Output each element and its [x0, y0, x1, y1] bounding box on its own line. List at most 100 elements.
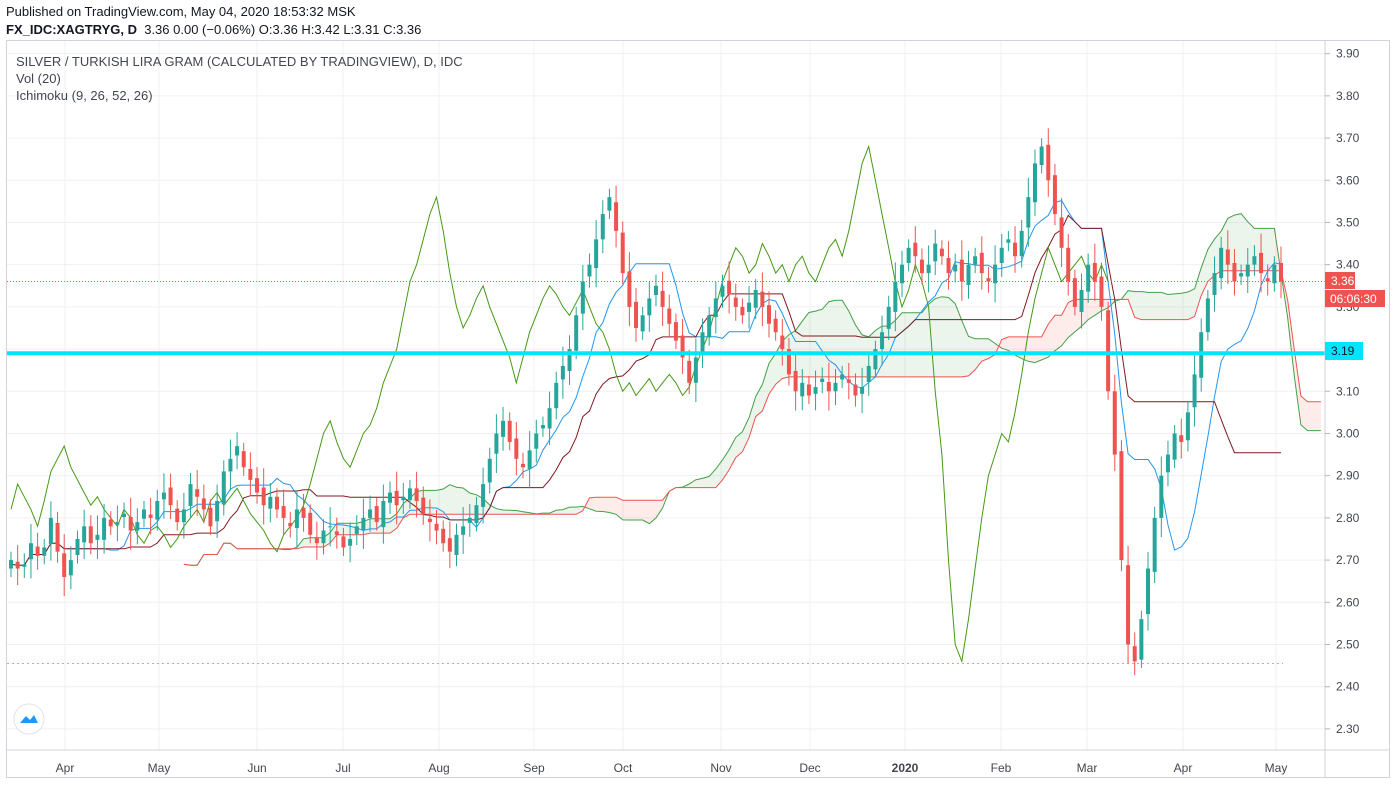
candle: [201, 484, 206, 524]
cloud-segment: [489, 505, 497, 515]
candle: [786, 337, 791, 386]
candle-body: [906, 247, 911, 263]
candle: [68, 546, 73, 590]
candle-body: [527, 450, 532, 469]
candle: [946, 241, 951, 290]
candle-body: [381, 501, 386, 528]
candle: [1112, 374, 1117, 472]
candle-body: [274, 496, 279, 510]
candle: [860, 367, 865, 414]
candle: [421, 486, 426, 525]
cloud-segment: [742, 417, 750, 452]
candle: [773, 310, 778, 341]
cloud-segment: [1088, 299, 1095, 320]
cloud-segment: [1061, 302, 1069, 346]
candle: [368, 495, 373, 532]
candle-body: [866, 365, 871, 382]
x-tick-label: Apr: [1174, 761, 1193, 775]
candle-body: [514, 438, 519, 459]
candle-body: [1052, 175, 1057, 215]
chart-frame[interactable]: 3.903.803.703.603.503.403.303.203.103.00…: [6, 40, 1390, 778]
price-axis[interactable]: 3.903.803.703.603.503.403.303.203.103.00…: [1325, 47, 1360, 736]
cloud-segment: [1001, 336, 1009, 351]
cloud-segment: [1300, 396, 1308, 431]
candle-body: [288, 522, 293, 527]
candle: [501, 406, 506, 451]
y-tick-label: 2.90: [1336, 469, 1360, 483]
cloud-segment: [1287, 299, 1295, 377]
candle: [919, 248, 924, 285]
cloud-segment: [762, 363, 770, 411]
candle-body: [481, 484, 486, 507]
candle-body: [1112, 391, 1117, 455]
candle-body: [1225, 249, 1230, 265]
candle: [274, 488, 279, 518]
candle-body: [1279, 262, 1283, 282]
cloud-segment: [562, 507, 570, 515]
legend-vol[interactable]: Vol (20): [16, 71, 61, 86]
candle: [913, 226, 918, 273]
candle-body: [294, 509, 299, 529]
y-tick-label: 3.70: [1336, 131, 1360, 145]
candle-body: [301, 507, 306, 518]
candle: [826, 362, 831, 411]
span-a-line: [183, 213, 1321, 566]
candle-body: [1185, 412, 1190, 441]
cloud-segment: [330, 523, 337, 544]
candle-body: [1013, 242, 1018, 257]
cloud-segment: [1174, 293, 1182, 320]
candle: [687, 349, 692, 394]
cloud-segment: [755, 384, 763, 417]
candle-body: [1026, 197, 1031, 228]
cloud-segment: [915, 312, 922, 377]
candle: [534, 419, 539, 463]
cloud-segment: [509, 510, 517, 515]
candle-body: [168, 487, 173, 506]
candle-body: [341, 536, 346, 548]
cloud-segment: [602, 497, 610, 513]
candle: [82, 509, 87, 559]
cloud-segment: [1008, 336, 1016, 356]
candle: [527, 431, 532, 489]
candle: [381, 484, 386, 544]
price-overlays: [7, 281, 1325, 664]
cloud-segment: [370, 518, 377, 534]
candle: [620, 221, 625, 285]
candle-body: [713, 298, 718, 318]
cloud-segment: [1034, 336, 1042, 363]
candle: [760, 272, 765, 327]
candle: [328, 507, 333, 547]
candle: [1219, 236, 1224, 290]
candle: [1119, 440, 1124, 572]
cloud-segment: [323, 532, 331, 548]
candle-body: [993, 264, 998, 284]
candle: [208, 499, 213, 535]
candle: [314, 521, 319, 560]
legend-ichimoku[interactable]: Ichimoku (9, 26, 52, 26): [16, 88, 153, 103]
cloud-segment: [429, 490, 437, 515]
candle: [813, 370, 818, 411]
candle-body: [860, 387, 865, 394]
cloud-segment: [835, 300, 843, 377]
candle-body: [653, 285, 658, 296]
candle-body: [1106, 310, 1111, 392]
candle-body: [873, 349, 878, 370]
candle-body: [913, 242, 918, 257]
candle: [979, 236, 984, 290]
candle-body: [507, 420, 512, 442]
candle: [554, 371, 559, 420]
candle-body: [1219, 247, 1224, 279]
cloud-segment: [303, 537, 311, 548]
candle: [55, 511, 60, 563]
candle: [607, 188, 612, 220]
time-axis[interactable]: Apr May Jun Jul Aug Sep Oct Nov Dec 2020 Feb Mar Apr…: [56, 761, 1288, 775]
candle-body: [899, 264, 904, 284]
candle: [933, 229, 938, 276]
price-chart[interactable]: 3.903.803.703.603.503.403.303.203.103.00…: [7, 41, 1389, 777]
candle: [993, 245, 998, 303]
cloud-segment: [503, 510, 510, 515]
candle: [999, 233, 1004, 277]
candle-body: [959, 259, 964, 282]
tradingview-logo-icon[interactable]: [13, 703, 45, 735]
kijun-line: [10, 214, 1281, 566]
